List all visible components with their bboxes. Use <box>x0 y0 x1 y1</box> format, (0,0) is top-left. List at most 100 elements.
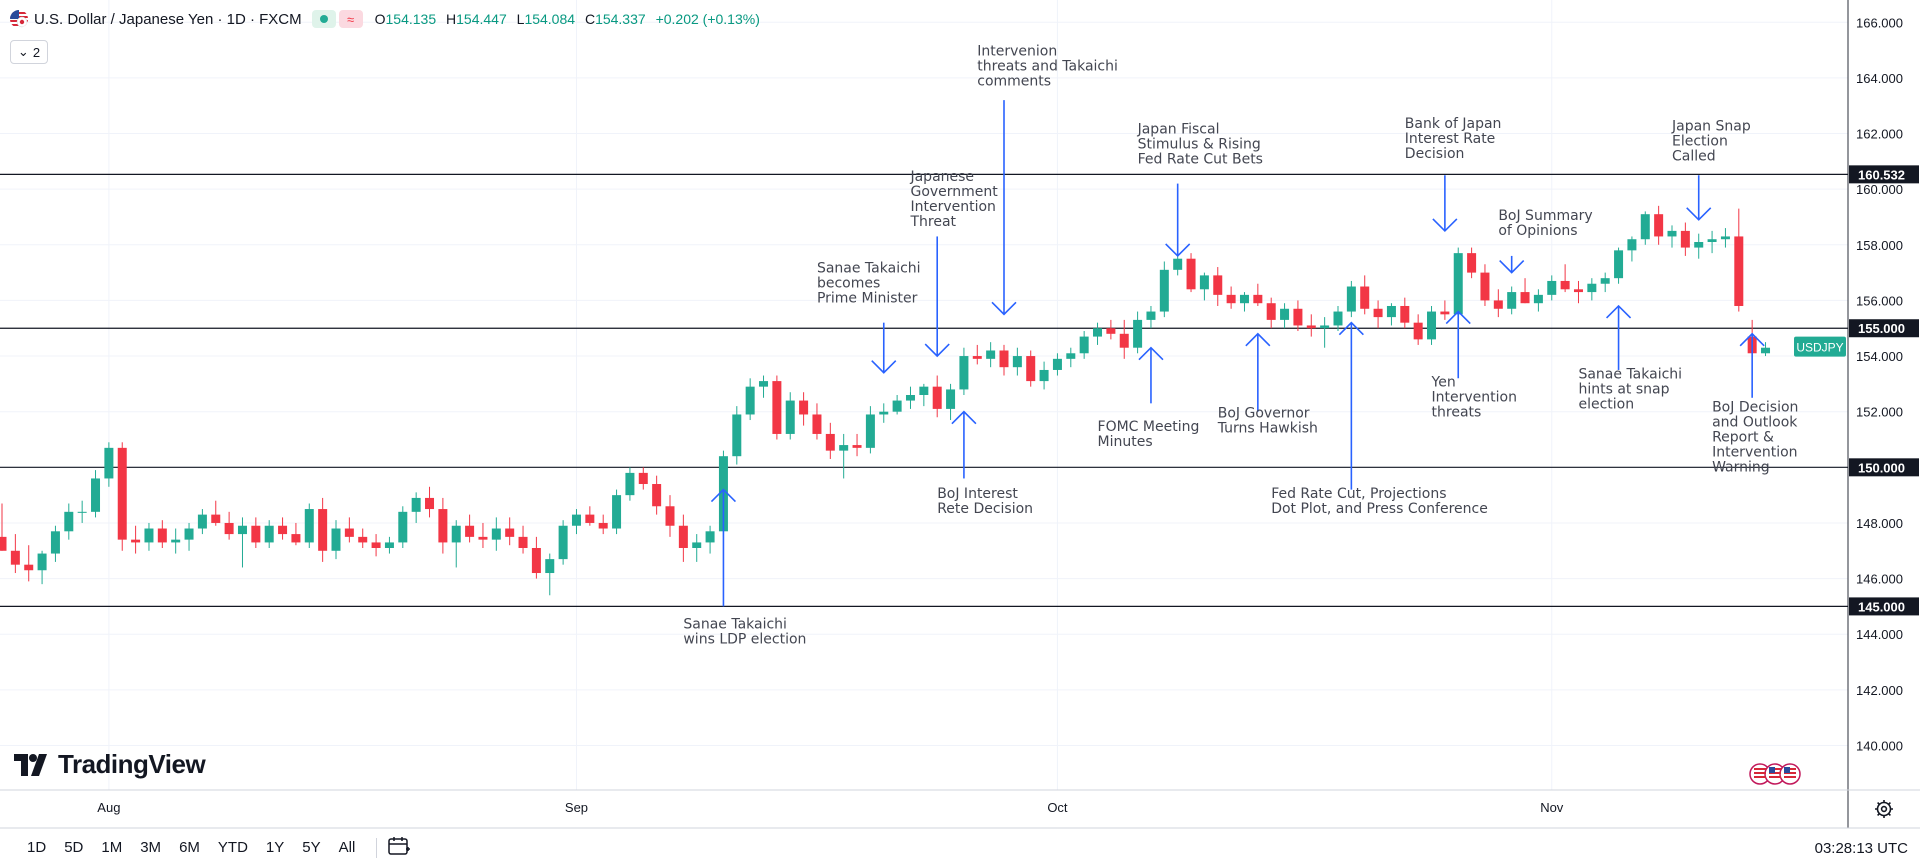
candle-up <box>1159 269 1169 312</box>
close-label: C <box>584 11 596 27</box>
annotation-text: Stimulus & Rising <box>1138 137 1261 153</box>
candle-down <box>371 542 381 548</box>
time-tick-label: Nov <box>1540 800 1564 815</box>
candle-up <box>64 511 74 532</box>
candle-up <box>1640 214 1650 240</box>
annotation-arrow-head <box>1499 260 1525 274</box>
chevron-down-icon: ⌄ <box>17 44 29 59</box>
candle-down <box>1413 322 1423 340</box>
candle-down <box>1520 292 1530 304</box>
candle-up <box>331 528 341 551</box>
candle-up <box>1694 242 1704 248</box>
annotation-text: and Outlook <box>1712 415 1798 431</box>
candle-up <box>1173 258 1183 270</box>
market-open-icon <box>311 10 336 28</box>
candle-down <box>999 350 1009 368</box>
price-tick-label: 158.000 <box>1856 238 1903 253</box>
candle-up <box>1427 311 1437 340</box>
market-status[interactable]: ≈ <box>311 10 363 28</box>
bottom-toolbar: 1D 5D 1M 3M 6M YTD 1Y 5Y All 03:28:13 UTC <box>0 828 1920 867</box>
candle-down <box>1560 280 1570 290</box>
candle-down <box>1734 236 1744 306</box>
candle-down <box>1654 214 1664 237</box>
candle-up <box>1600 278 1610 284</box>
annotation-text: BoJ Governor <box>1218 405 1310 421</box>
tradingview-logo[interactable]: TradingView <box>14 749 206 780</box>
annotation-arrow-head <box>1338 321 1364 336</box>
indicators-toggle-button[interactable]: ⌄ 2 <box>10 40 48 64</box>
candle-up <box>77 511 87 513</box>
level-price-label: 155.000 <box>1858 321 1905 336</box>
candle-down <box>344 528 354 537</box>
annotation-text: Election <box>1672 134 1728 150</box>
price-tick-label: 148.000 <box>1856 516 1903 531</box>
candle-up <box>144 528 154 543</box>
candle-down <box>505 528 515 537</box>
candle-up <box>839 445 849 451</box>
timeframe-1m-button[interactable]: 1M <box>101 839 123 856</box>
annotation-arrow-head <box>1245 332 1271 347</box>
candle-down <box>1026 356 1036 382</box>
candle-down <box>598 522 608 529</box>
candle-up <box>1133 319 1143 348</box>
candle-up <box>491 528 501 540</box>
timeframe-ytd-button[interactable]: YTD <box>217 839 248 856</box>
candle-up <box>1280 308 1290 320</box>
candle-down <box>1226 294 1236 304</box>
candle-down <box>10 550 20 565</box>
open-label: O <box>374 11 386 27</box>
annotation-text: Government <box>910 184 998 200</box>
candle-down <box>1213 275 1223 295</box>
candle-down <box>0 536 7 551</box>
timeframe-5d-button[interactable]: 5D <box>64 839 84 856</box>
timeframe-3m-button[interactable]: 3M <box>140 839 162 856</box>
candle-up <box>558 525 568 560</box>
candle-down <box>1480 272 1490 301</box>
candle-up <box>705 531 715 543</box>
candle-up <box>1547 280 1557 295</box>
timeframe-1d-button[interactable]: 1D <box>27 839 47 856</box>
candle-up <box>612 495 622 529</box>
time-tick-label: Oct <box>1047 800 1068 815</box>
candle-down <box>1293 308 1303 326</box>
candle-up <box>545 559 555 574</box>
utc-clock[interactable]: 03:28:13 UTC <box>1814 840 1908 857</box>
candle-down <box>585 514 595 523</box>
candle-up <box>1333 311 1343 326</box>
level-price-label: 145.000 <box>1858 599 1905 614</box>
candle-up <box>1761 347 1771 354</box>
date-range-icon[interactable] <box>387 835 411 861</box>
symbol-title[interactable]: U.S. Dollar / Japanese Yen · 1D · FXCM <box>34 10 302 28</box>
candle-up <box>571 514 581 526</box>
candle-down <box>852 445 862 448</box>
candle-down <box>131 539 141 543</box>
timeframe-5y-button[interactable]: 5Y <box>302 839 321 856</box>
annotation-arrow-head <box>991 301 1017 316</box>
candle-down <box>1266 303 1276 320</box>
annotation-text: Intervention <box>910 199 995 215</box>
time-tick-label: Aug <box>97 800 120 815</box>
annotation-arrow-head <box>1445 310 1471 325</box>
open-value: 154.135 <box>385 11 437 27</box>
candle-down <box>1440 311 1450 315</box>
annotation-text: wins LDP election <box>683 632 806 648</box>
candle-down <box>1373 308 1383 318</box>
annotation-text: Minutes <box>1098 434 1153 450</box>
level-price-tag <box>1849 165 1919 184</box>
timeframe-6m-button[interactable]: 6M <box>179 839 200 856</box>
annotation-text: Decision <box>1405 146 1465 162</box>
gear-icon[interactable] <box>1874 799 1894 819</box>
candle-up <box>1346 286 1356 312</box>
timeframe-all-button[interactable]: All <box>338 839 356 856</box>
candle-up <box>1239 294 1249 304</box>
annotation-text: becomes <box>817 276 880 292</box>
price-tick-label: 152.000 <box>1856 405 1903 420</box>
annotation-text: Interest Rate <box>1405 131 1496 147</box>
annotation-text: Fed Rate Cut, Projections <box>1271 486 1446 502</box>
candle-down <box>1186 258 1196 290</box>
timeframe-1y-button[interactable]: 1Y <box>265 839 285 856</box>
annotation-text: Sanae Takaichi <box>1578 366 1682 382</box>
candle-down <box>117 447 127 540</box>
currency-flags-icon[interactable] <box>1748 763 1812 785</box>
